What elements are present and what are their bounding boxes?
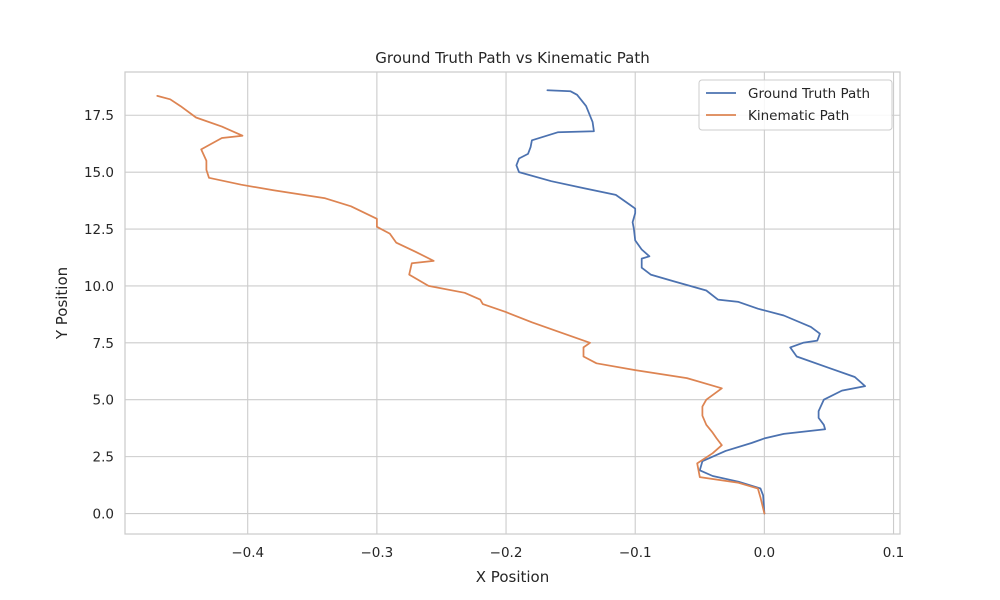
legend-label-kinematic: Kinematic Path [748, 108, 849, 124]
series-layer [156, 89, 866, 515]
x-axis-label: X Position [476, 568, 549, 586]
x-tick-label: 0.1 [883, 545, 904, 561]
y-tick-label: 7.5 [93, 336, 114, 352]
x-tick-label: −0.2 [490, 545, 523, 561]
y-axis-ticks: 0.0 2.5 5.0 7.5 10.0 12.5 15.0 17.5 [84, 108, 114, 522]
x-tick-label: −0.3 [360, 545, 393, 561]
x-tick-label: −0.1 [619, 545, 652, 561]
legend-box [698, 79, 893, 131]
x-axis-ticks: −0.4 −0.3 −0.2 −0.1 0.0 0.1 [231, 545, 904, 561]
chart-title: Ground Truth Path vs Kinematic Path [375, 49, 649, 67]
y-tick-label: 15.0 [84, 165, 114, 181]
x-tick-label: −0.4 [231, 545, 264, 561]
series-line-0 [515, 89, 866, 515]
x-tick-label: 0.0 [754, 545, 775, 561]
y-axis-label: Y Position [53, 267, 71, 340]
y-tick-label: 5.0 [93, 393, 114, 409]
plot-frame [124, 71, 901, 535]
y-tick-label: 0.0 [93, 507, 114, 523]
series-line-1 [156, 95, 766, 515]
grid [125, 72, 900, 534]
legend: Ground Truth Path Kinematic Path [698, 79, 893, 131]
y-tick-label: 17.5 [84, 108, 114, 124]
y-tick-label: 12.5 [84, 222, 114, 238]
y-tick-label: 10.0 [84, 279, 114, 295]
legend-label-ground-truth: Ground Truth Path [748, 86, 870, 102]
y-tick-label: 2.5 [93, 450, 114, 466]
